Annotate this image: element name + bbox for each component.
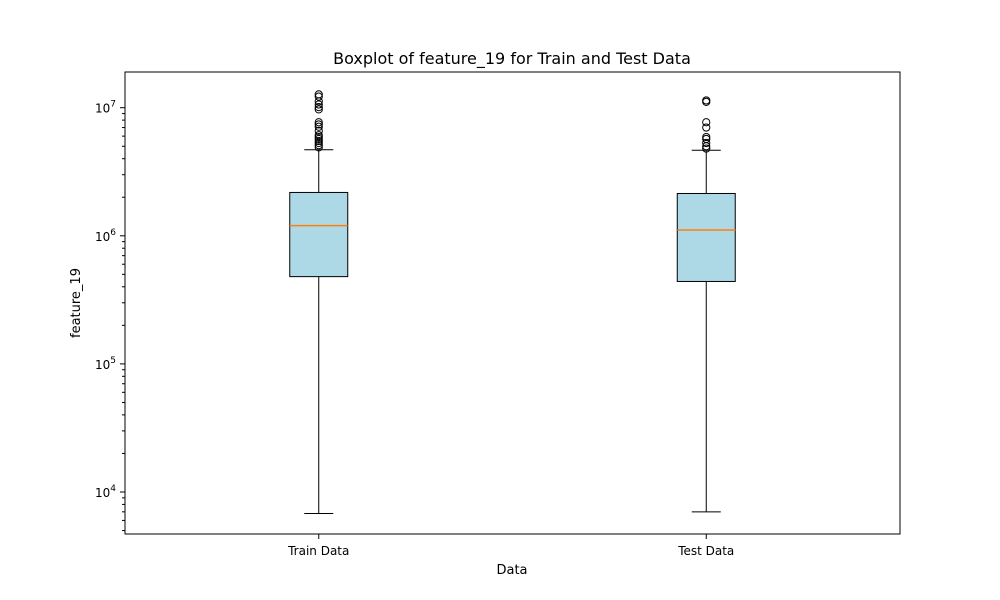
- y-tick-label: 106: [95, 228, 116, 244]
- outlier-point: [314, 103, 323, 112]
- x-tick-label: Train Data: [287, 544, 349, 558]
- outlier-point: [314, 100, 323, 109]
- outlier-point: [314, 105, 323, 114]
- y-tick-label: 104: [95, 484, 116, 500]
- outlier-point: [314, 138, 323, 148]
- x-tick-label: Test Data: [677, 544, 734, 558]
- outlier-point: [702, 96, 711, 105]
- outlier-point: [314, 92, 323, 101]
- outlier-point: [314, 126, 323, 135]
- plot-frame: [124, 71, 901, 535]
- outlier-point: [314, 141, 323, 150]
- outlier-point: [702, 138, 711, 148]
- box-train: [289, 90, 349, 514]
- y-axis-label: feature_19: [69, 268, 84, 338]
- y-tick-label: 105: [95, 356, 116, 372]
- outlier-point: [702, 123, 711, 132]
- outlier-point: [702, 144, 711, 153]
- outlier-point: [314, 143, 323, 152]
- x-axis-label: Data: [496, 563, 527, 578]
- iqr-box: [289, 191, 349, 278]
- outlier-point: [702, 132, 711, 142]
- outlier-point: [702, 118, 711, 127]
- y-tick-label: 107: [95, 100, 116, 116]
- chart-title: Boxplot of feature_19 for Train and Test…: [333, 49, 691, 69]
- outlier-point: [314, 136, 323, 146]
- outlier-point: [314, 122, 323, 131]
- iqr-box: [676, 192, 736, 282]
- outlier-point: [314, 131, 323, 140]
- outlier-point: [314, 118, 323, 127]
- outlier-point: [314, 120, 323, 129]
- outlier-point: [314, 90, 323, 99]
- box-test: [676, 96, 736, 513]
- plot-area: [289, 90, 736, 514]
